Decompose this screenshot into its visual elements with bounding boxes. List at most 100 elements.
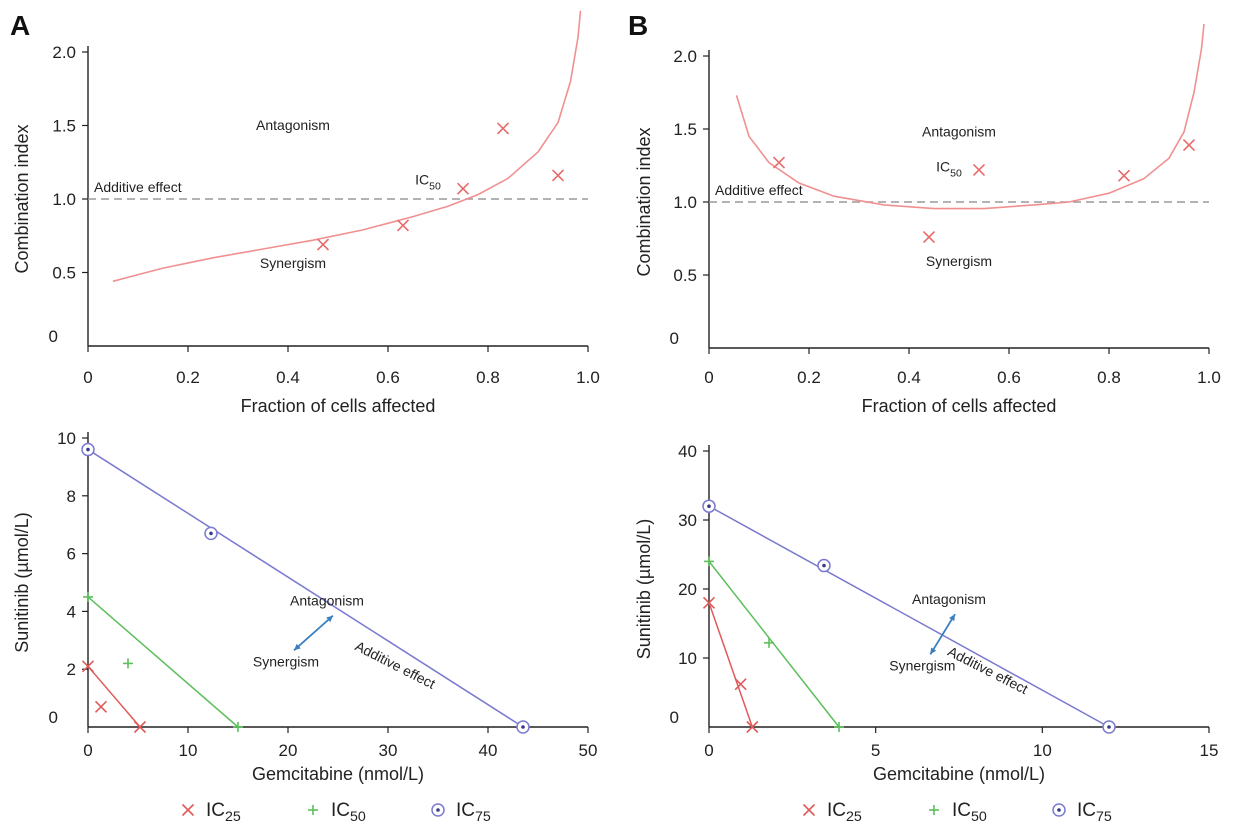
x-axis-label: Gemcitabine (nmol/L) xyxy=(252,764,424,784)
ic50-annotation: IC50 xyxy=(415,171,441,192)
legend-label-ic25-base: IC xyxy=(827,800,846,821)
x-tick-label: 40 xyxy=(479,741,498,760)
ci-data-point xyxy=(1117,169,1131,182)
isobole-point-ic25 xyxy=(746,720,759,734)
plot-A-ci: 0 0.2 0.4 0.6 0.8 1.0 0 0.5 1.0 1.5 2.0 Fraction of… xyxy=(12,10,600,416)
x-tick-label: 10 xyxy=(1033,741,1052,760)
x-tick-label: 20 xyxy=(279,741,298,760)
isobole-line-ic75 xyxy=(87,448,524,728)
y-tick-label: 0.5 xyxy=(52,264,76,283)
y-tick-label: 30 xyxy=(678,511,697,530)
legend-label-ic50-sub: 50 xyxy=(971,809,987,825)
x-tick-label: 0.8 xyxy=(476,368,500,387)
isobole-point-ic75 xyxy=(817,558,831,573)
legend-label-ic25-sub: 25 xyxy=(846,809,862,825)
ci-data-point xyxy=(972,163,986,176)
panel-label-a: A xyxy=(10,10,30,41)
x-tick-label: 0 xyxy=(704,741,713,760)
legend-label-ic75-sub: 75 xyxy=(1096,809,1112,825)
antagonism-annotation: Antagonism xyxy=(290,593,364,609)
isobole-point-ic50 xyxy=(233,722,243,732)
x-tick-label: 0.4 xyxy=(897,368,921,387)
legend-label-ic75-sub: 75 xyxy=(475,809,491,825)
synergism-annotation: Synergism xyxy=(889,657,955,673)
y-tick-label: 0 xyxy=(49,708,58,727)
legend-label-ic50: IC50 xyxy=(331,800,366,825)
x-tick-label: 0.6 xyxy=(376,368,400,387)
legend-marker-ic25 xyxy=(181,803,195,817)
x-tick-label: 0 xyxy=(83,741,92,760)
x-tick-label: 0 xyxy=(83,368,92,387)
legend-marker-ic75 xyxy=(431,803,445,817)
y-tick-label: 1.5 xyxy=(673,120,697,139)
y-tick-label: 0 xyxy=(670,329,679,348)
legend-marker-ic25 xyxy=(802,803,816,817)
legend-marker-ic50 xyxy=(308,805,318,815)
x-axis-label: Fraction of cells affected xyxy=(241,396,436,416)
y-tick-label: 40 xyxy=(678,442,697,461)
ic50-annotation-sub: 50 xyxy=(429,180,441,192)
isobole-point-ic25 xyxy=(734,678,747,691)
isobole-point-ic75 xyxy=(1102,720,1116,734)
ci-data-point xyxy=(922,230,936,244)
isobole-point-ic50 xyxy=(704,556,714,567)
x-tick-label: 50 xyxy=(579,741,598,760)
synergism-annotation: Synergism xyxy=(253,653,319,669)
y-tick-label: 0 xyxy=(49,327,58,346)
isobole-line-ic50 xyxy=(708,560,840,728)
ci-fit-curve xyxy=(735,23,1205,210)
isobole-point-ic25 xyxy=(94,700,108,713)
legend-a: IC25 IC50 IC75 xyxy=(181,800,491,825)
y-axis-label: Sunitinib (µmol/L) xyxy=(634,519,654,659)
legend-label-ic50-base: IC xyxy=(331,800,350,821)
y-tick-label: 1.0 xyxy=(52,190,76,209)
synergism-annotation: Synergism xyxy=(926,253,992,269)
y-tick-label: 0 xyxy=(670,708,679,727)
y-tick-label: 1.5 xyxy=(52,117,76,136)
ci-data-point xyxy=(772,156,786,169)
ic50-annotation-sub: 50 xyxy=(950,167,962,179)
ic50-annotation: IC50 xyxy=(936,158,962,179)
legend-label-ic75: IC75 xyxy=(1077,800,1112,825)
x-tick-label: 0.2 xyxy=(176,368,200,387)
additive-effect-label: Additive effect xyxy=(94,179,182,195)
isobole-line-ic25 xyxy=(708,602,754,728)
y-tick-label: 2.0 xyxy=(52,43,76,62)
y-axis-label: Combination index xyxy=(12,124,32,273)
y-tick-label: 2 xyxy=(67,660,76,679)
isobole-point-ic50 xyxy=(834,722,844,732)
x-tick-label: 30 xyxy=(379,741,398,760)
y-axis-label: Combination index xyxy=(634,127,654,276)
legend-marker-ic75 xyxy=(1052,803,1066,817)
plots-group: 0 0.2 0.4 0.6 0.8 1.0 0 0.5 1.0 1.5 2.0 Fraction of… xyxy=(12,10,1221,784)
x-tick-label: 0.4 xyxy=(276,368,300,387)
x-axis-label: Fraction of cells affected xyxy=(862,396,1057,416)
ic50-annotation-base: IC xyxy=(936,158,950,174)
antagonism-annotation: Antagonism xyxy=(256,117,330,133)
additive-effect-annotation: Additive effect xyxy=(945,643,1030,697)
ci-data-point xyxy=(1182,138,1196,152)
y-axis-label: Sunitinib (µmol/L) xyxy=(12,512,32,652)
plot-B-iso: 0 5 10 15 0 10 20 30 40 Gemcitabine (nmol/L) Sunit… xyxy=(634,442,1218,784)
panel-label-b: B xyxy=(628,10,648,41)
x-tick-label: 0.8 xyxy=(1097,368,1121,387)
isobole-point-ic75 xyxy=(702,499,716,513)
synergy-antagonism-arrow xyxy=(929,613,956,655)
plot-A-iso: 0 10 20 30 40 50 0 2 4 6 8 10 Gemcitabine (nmol/L) Su… xyxy=(12,429,597,784)
synergism-annotation: Synergism xyxy=(260,255,326,271)
legend-label-ic75: IC75 xyxy=(456,800,491,825)
x-tick-label: 1.0 xyxy=(576,368,600,387)
legend-label-ic50: IC50 xyxy=(952,800,987,825)
plot-B-ci: 0 0.2 0.4 0.6 0.8 1.0 0 0.5 1.0 1.5 2.0 Fraction of… xyxy=(634,23,1221,416)
x-tick-label: 0.2 xyxy=(797,368,821,387)
ci-data-point xyxy=(316,238,330,251)
additive-effect-label: Additive effect xyxy=(715,182,803,198)
legend-label-ic75-base: IC xyxy=(1077,800,1096,821)
legend-label-ic25: IC25 xyxy=(206,800,241,825)
isobole-point-ic75 xyxy=(516,720,530,734)
isobole-point-ic25 xyxy=(133,720,147,734)
x-tick-label: 0 xyxy=(704,368,713,387)
x-tick-label: 1.0 xyxy=(1197,368,1221,387)
y-tick-label: 2.0 xyxy=(673,47,697,66)
